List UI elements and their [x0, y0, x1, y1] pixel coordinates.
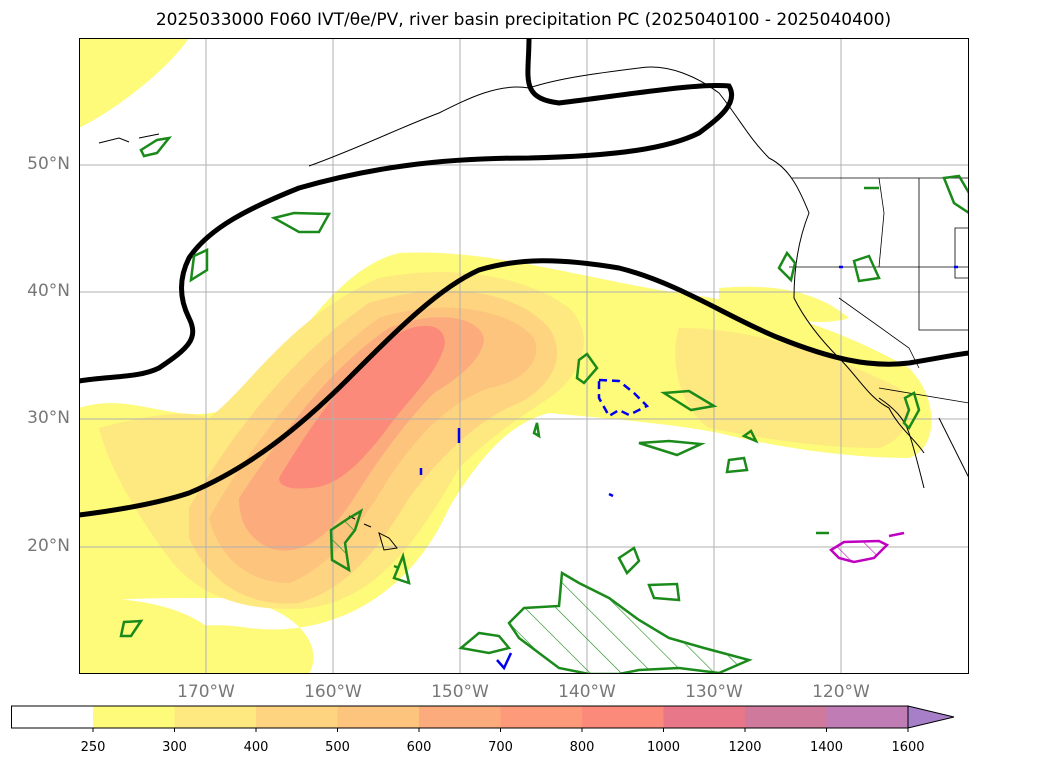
precip-negative-contours: [419, 265, 958, 671]
lat-label-20n: 20°N: [27, 536, 70, 556]
graticule: [79, 38, 969, 674]
map-panel: [79, 38, 969, 674]
colorbar-segment: [745, 706, 827, 728]
pv-contour-line: [79, 258, 969, 518]
figure-title: 2025033000 F060 IVT/θe/PV, river basin p…: [155, 10, 892, 30]
precip-positive-contours: [119, 136, 969, 674]
colorbar-tick-label: 800: [569, 740, 595, 755]
colorbar-tick-label: 500: [325, 740, 350, 755]
colorbar-tick-label: 300: [162, 740, 187, 755]
colorbar-tick-label: 600: [406, 740, 432, 755]
map-frame: [79, 38, 969, 674]
precip-positive-hatched: [507, 570, 753, 674]
colorbar-segment: [826, 706, 909, 728]
lon-label-140w: 140°W: [558, 682, 616, 702]
colorbar-tick-label: 1600: [891, 740, 925, 755]
colorbar-segment: [174, 706, 257, 728]
colorbar-tick-label: 250: [80, 740, 106, 755]
precip-extreme-contours: [828, 531, 905, 564]
political-borders: [789, 177, 969, 404]
colorbar-outline: [11, 705, 909, 729]
lat-label-50n: 50°N: [27, 154, 70, 174]
ivt-band-250: [79, 38, 189, 128]
lon-label-150w: 150°W: [431, 682, 489, 702]
pv-contour-line: [79, 38, 735, 384]
colorbar-segment: [419, 706, 501, 728]
colorbar-segment: [663, 706, 746, 728]
colorbar: [11, 705, 955, 732]
colorbar-tick-label: 400: [243, 740, 269, 755]
colorbar-tick-label: 1200: [728, 740, 762, 755]
lon-label-130w: 130°W: [685, 682, 743, 702]
colorbar-tick-label: 1000: [646, 740, 681, 755]
lon-label-170w: 170°W: [177, 682, 235, 702]
lon-label-160w: 160°W: [304, 682, 362, 702]
colorbar-extend-arrow: [907, 705, 955, 729]
ivt-band-250: [719, 286, 849, 323]
colorbar-segment: [11, 706, 94, 728]
colorbar-tick-label: 1400: [809, 740, 844, 755]
lat-label-40n: 40°N: [27, 281, 70, 301]
lon-label-120w: 120°W: [812, 682, 870, 702]
colorbar-tick-label: 700: [488, 740, 513, 755]
colorbar-segment: [93, 706, 175, 728]
precip-positive-hatched: [329, 508, 364, 573]
colorbar-segment: [337, 706, 420, 728]
colorbar-segment: [500, 706, 583, 728]
colorbar-segment: [256, 706, 338, 728]
ivt-band-800: [279, 325, 445, 489]
colorbar-segment: [582, 706, 664, 728]
pv-contours: [79, 38, 969, 518]
lat-label-30n: 30°N: [27, 408, 70, 428]
ivt-band-300: [675, 328, 910, 448]
ivt-shading: [79, 38, 932, 674]
ivt-band-250: [79, 598, 309, 674]
